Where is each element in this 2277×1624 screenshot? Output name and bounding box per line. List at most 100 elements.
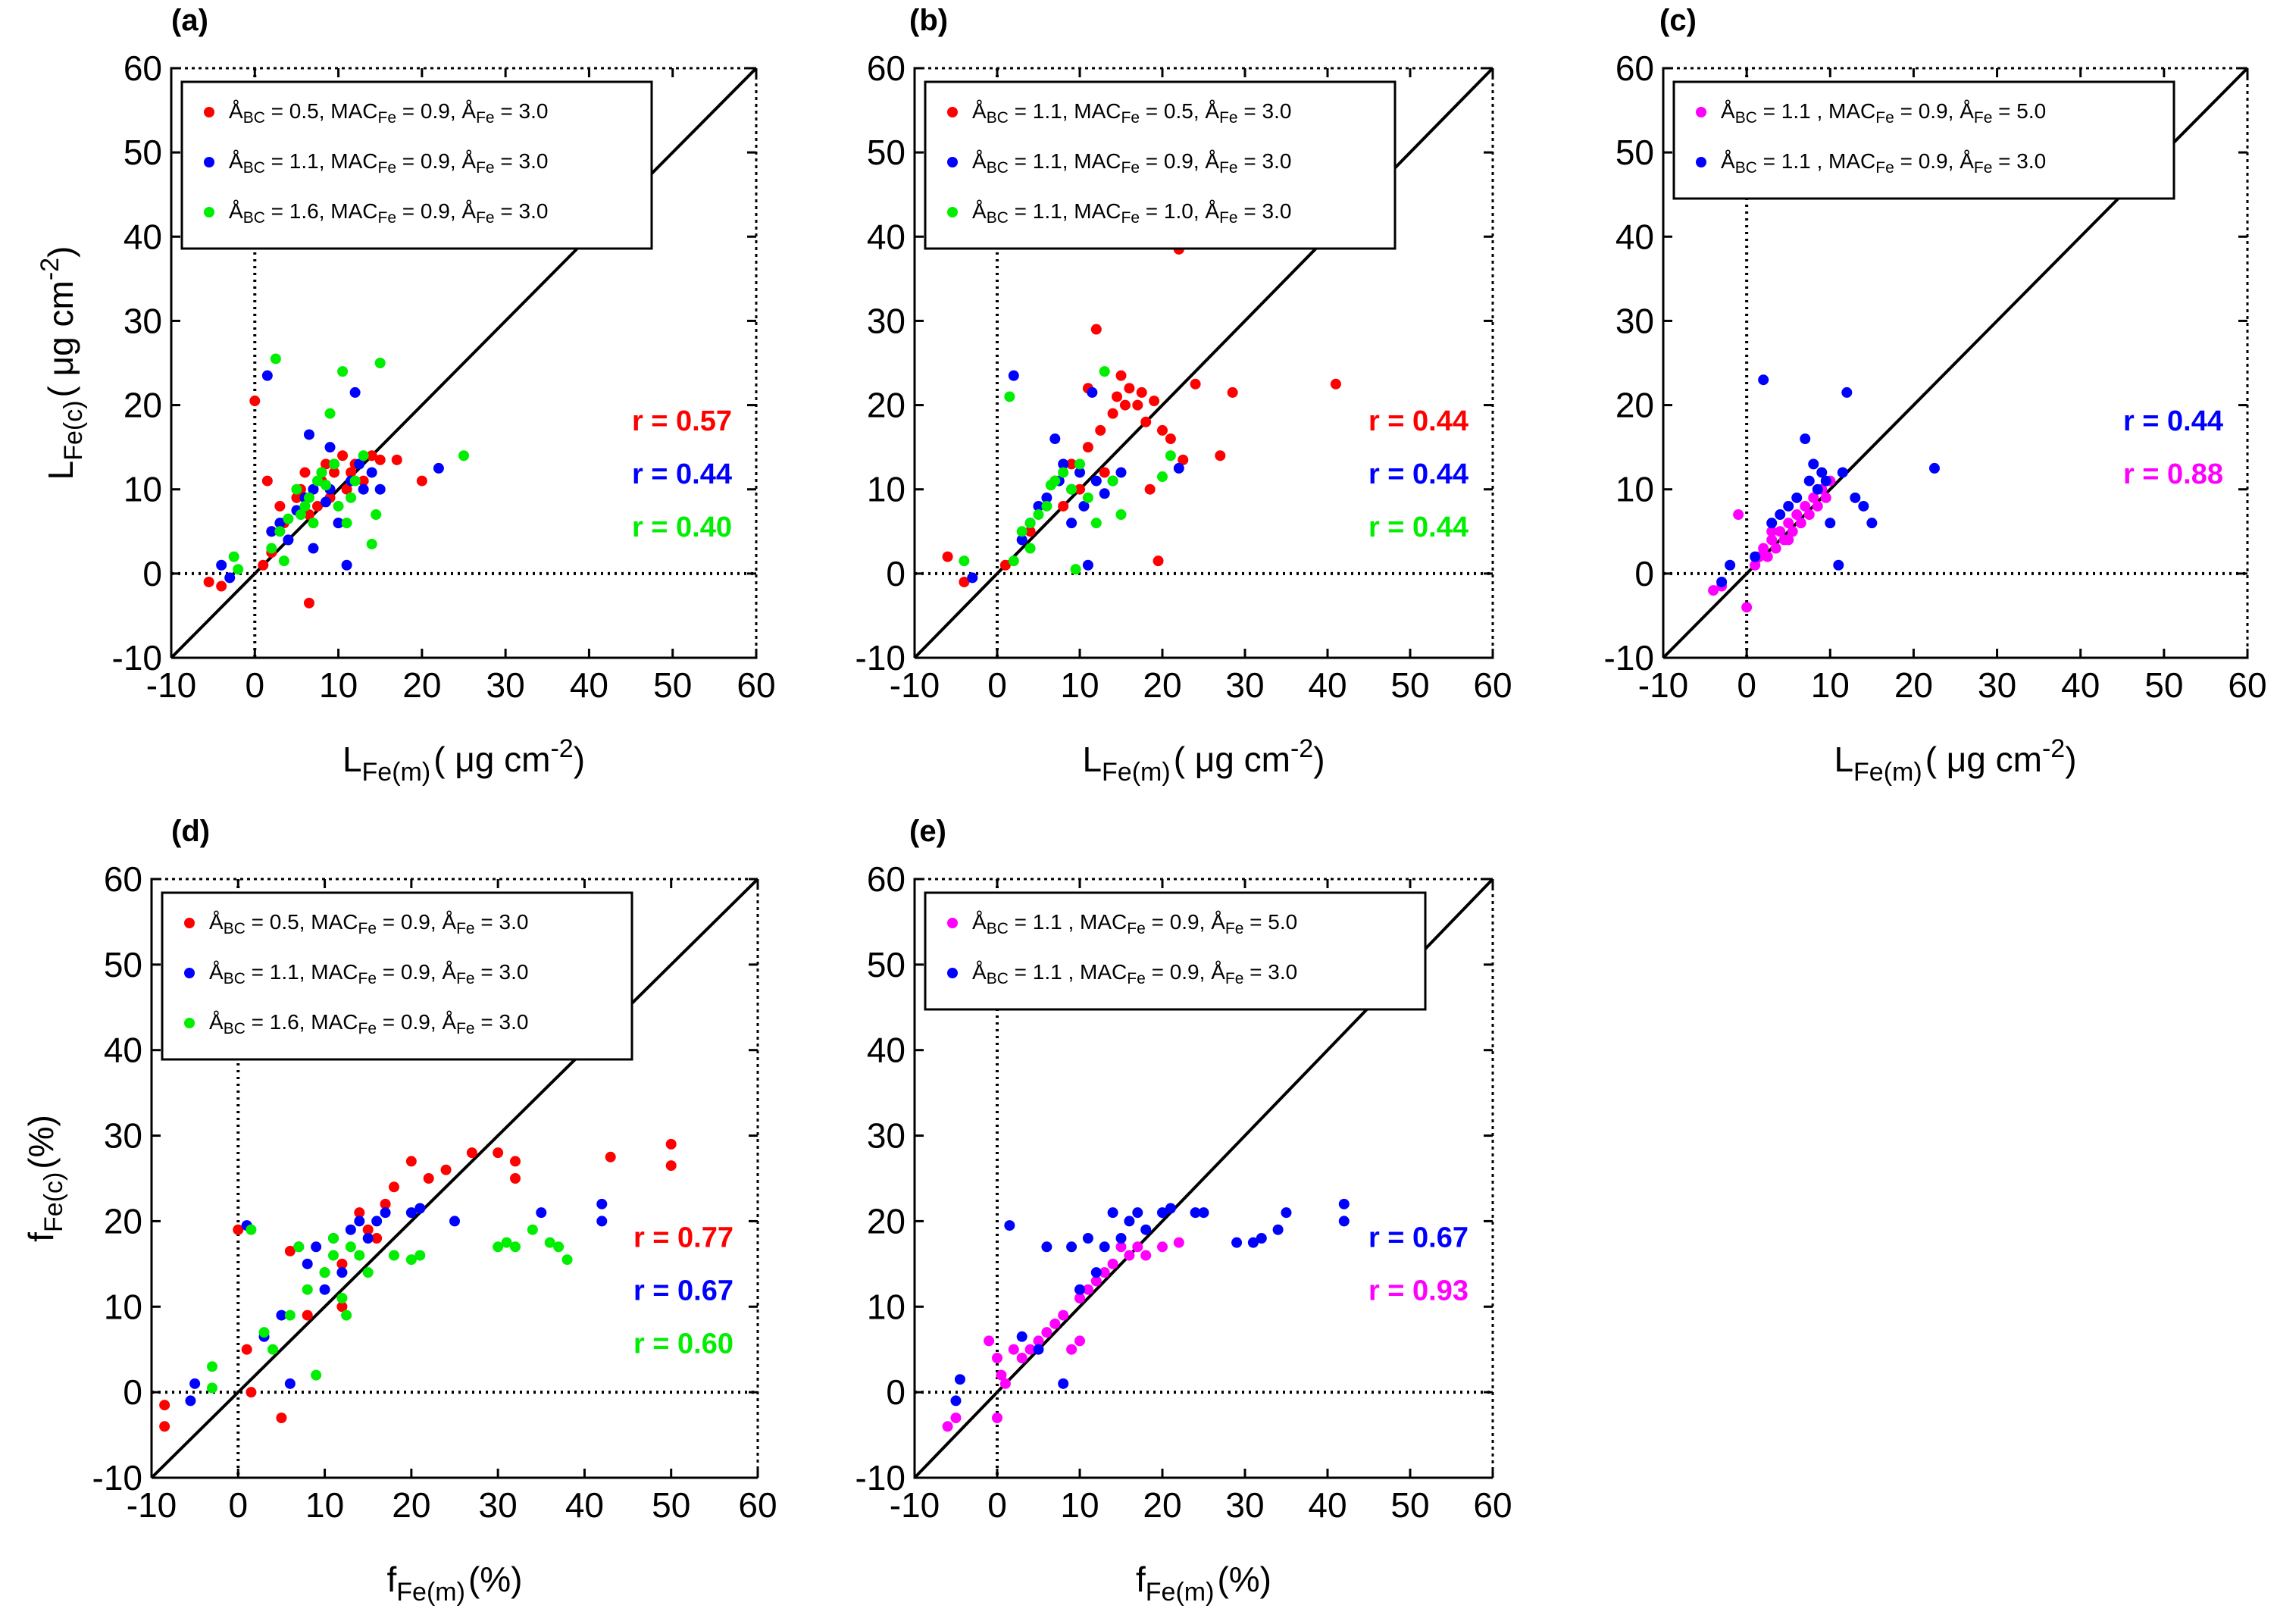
r-value-label: r = 0.44: [632, 458, 732, 490]
scatter-point-green: [308, 518, 319, 529]
y-tick-label: 40: [124, 217, 162, 256]
legend-marker: [204, 207, 214, 217]
scatter-point-blue: [1800, 433, 1811, 445]
scatter-point-blue: [1750, 551, 1761, 562]
scatter-point-blue: [354, 458, 365, 470]
scatter-point-green: [258, 1327, 270, 1338]
x-tick-label: 10: [1811, 665, 1850, 705]
scatter-point-green: [501, 1237, 512, 1248]
scatter-point-red: [389, 1181, 399, 1193]
scatter-point-red: [261, 475, 273, 487]
scatter-point-green: [266, 543, 277, 554]
scatter-point-red: [423, 1173, 434, 1184]
x-tick-label: 20: [392, 1485, 430, 1525]
scatter-point-blue: [1841, 386, 1853, 398]
y-tick-label: 0: [142, 554, 162, 593]
scatter-point-green: [389, 1250, 399, 1261]
scatter-point-green: [278, 555, 289, 567]
x-tick-label: 40: [570, 665, 608, 705]
scatter-point-green: [345, 1241, 356, 1253]
scatter-point-green: [354, 1250, 365, 1261]
scatter-point-magenta: [1099, 1267, 1110, 1278]
scatter-point-red: [416, 475, 427, 487]
scatter-point-green: [1107, 475, 1118, 487]
scatter-point-green: [358, 450, 369, 462]
y-tick-label: 0: [886, 554, 905, 593]
y-tick-label: 30: [1615, 301, 1654, 340]
scatter-point-blue: [405, 1207, 417, 1219]
scatter-point-blue: [1082, 559, 1093, 571]
x-tick-label: 0: [245, 665, 264, 705]
scatter-point-blue: [224, 572, 236, 584]
scatter-point-blue: [1033, 500, 1044, 512]
scatter-point-blue: [1115, 467, 1127, 478]
scatter-point-blue: [950, 1395, 962, 1407]
legend-marker: [184, 1018, 195, 1028]
scatter-point-green: [1165, 450, 1176, 462]
scatter-point-blue: [341, 559, 352, 571]
scatter-point-green: [553, 1241, 565, 1253]
x-tick-label: 50: [653, 665, 692, 705]
scatter-point-red: [354, 1207, 365, 1219]
scatter-point-red: [1330, 378, 1341, 390]
scatter-point-blue: [1090, 475, 1102, 487]
panel-3: (d) -10 0 10 20 30 40 50 60 -10 0 10 20 30 40 50 60 ÅBC =…: [21, 815, 777, 1607]
y-tick-label: 20: [867, 386, 905, 425]
scatter-point-red: [1119, 399, 1131, 411]
scatter-point-green: [1041, 500, 1052, 512]
scatter-point-magenta: [1107, 1258, 1118, 1269]
panel-4: (e) -10 0 10 20 30 40 50 60 -10 0 10 20 30 40 50 60 ÅBC =…: [855, 815, 1512, 1607]
scatter-point-magenta: [1124, 1250, 1135, 1261]
scatter-point-green: [346, 492, 357, 503]
scatter-point-blue: [1837, 467, 1848, 478]
scatter-point-red: [246, 1387, 257, 1398]
scatter-point-green: [312, 475, 323, 487]
scatter-point-red: [374, 454, 386, 465]
x-tick-label: 0: [228, 1485, 248, 1525]
scatter-point-green: [1099, 366, 1110, 377]
scatter-point-red: [380, 1198, 391, 1209]
x-axis-title: fFe(m)(%): [1136, 1560, 1271, 1607]
legend-marker: [1696, 157, 1706, 167]
x-tick-label: 60: [1473, 1485, 1512, 1525]
scatter-point-magenta: [1791, 509, 1803, 521]
scatter-point-green: [1024, 543, 1036, 554]
scatter-point-green: [303, 492, 314, 503]
scatter-point-green: [1157, 471, 1168, 483]
scatter-point-blue: [1049, 433, 1061, 445]
scatter-point-green: [267, 1344, 278, 1355]
scatter-point-green: [405, 1254, 417, 1266]
legend-entry: ÅBC = 1.1, MACFe = 0.9, ÅFe = 3.0: [229, 149, 548, 177]
scatter-point-red: [303, 597, 314, 609]
y-tick-label: -10: [855, 1458, 905, 1497]
scatter-point-blue: [1033, 1344, 1044, 1355]
scatter-point-blue: [1783, 500, 1794, 512]
scatter-point-green: [321, 480, 332, 491]
y-tick-label: 0: [886, 1372, 905, 1412]
scatter-point-blue: [1016, 534, 1027, 546]
legend-box: [1672, 80, 2175, 200]
panel-label: (a): [171, 4, 208, 37]
scatter-point-blue: [311, 1241, 322, 1253]
scatter-point-red: [1165, 433, 1176, 445]
y-tick-label: 20: [104, 1201, 142, 1241]
scatter-point-green: [1016, 526, 1027, 537]
scatter-point-magenta: [1770, 543, 1781, 554]
scatter-point-blue: [1016, 1331, 1027, 1342]
scatter-point-red: [1115, 370, 1127, 381]
legend-marker: [1696, 107, 1706, 117]
scatter-point-blue: [1716, 576, 1728, 587]
y-tick-label: 30: [124, 301, 162, 340]
scatter-point-red: [1136, 386, 1147, 398]
scatter-point-magenta: [1115, 1241, 1127, 1253]
scatter-point-blue: [1124, 1216, 1135, 1227]
scatter-point-blue: [1132, 1207, 1143, 1219]
scatter-point-blue: [1825, 518, 1836, 529]
panel-label: (d): [171, 815, 210, 848]
scatter-point-red: [510, 1173, 521, 1184]
y-tick-label: 50: [867, 945, 905, 984]
scatter-point-red: [1112, 391, 1123, 402]
scatter-point-blue: [1281, 1207, 1292, 1219]
scatter-point-blue: [1812, 483, 1823, 495]
y-tick-label: 50: [124, 133, 162, 172]
